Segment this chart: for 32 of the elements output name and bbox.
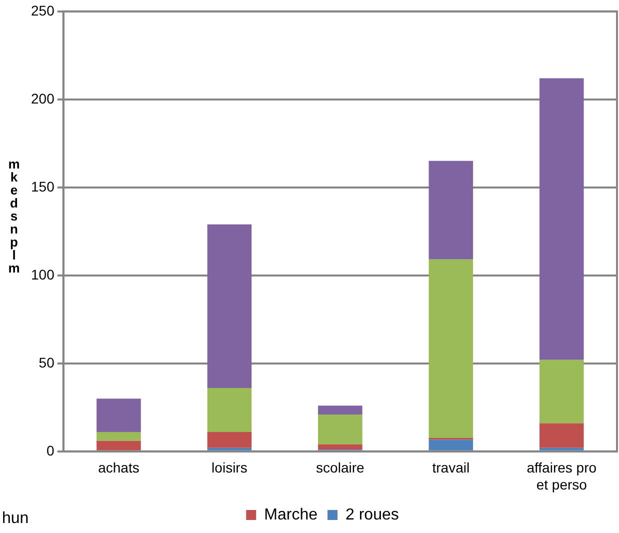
bar	[428, 160, 474, 260]
bar	[428, 440, 474, 450]
bar	[207, 224, 252, 388]
y-tick-label: 200	[31, 90, 55, 106]
bar	[96, 398, 141, 432]
bar	[318, 414, 362, 444]
x-tick-label: scolaire	[316, 460, 365, 476]
bar	[318, 406, 362, 414]
bar	[539, 360, 584, 424]
y-tick-label: 150	[31, 178, 55, 194]
y-tick-label: 250	[31, 2, 55, 18]
bar	[96, 440, 141, 450]
bar	[539, 423, 584, 448]
text: hun	[2, 510, 29, 528]
bar	[428, 259, 474, 438]
x-tick-label: affaires pro et perso	[526, 460, 597, 492]
x-tick-label: achats	[98, 460, 140, 476]
legend-label: 2 roues	[345, 506, 399, 524]
y-tick-label: 100	[31, 266, 55, 282]
bar	[96, 432, 141, 441]
y-tick-label: 50	[38, 354, 55, 370]
text: mkedsnplm	[8, 156, 20, 276]
x-tick-label: travail	[432, 460, 470, 476]
x-tick-label: loisirs	[212, 460, 248, 476]
bar	[318, 444, 362, 450]
y-tick-label: 0	[46, 442, 55, 458]
bar	[539, 448, 584, 450]
bar	[207, 388, 252, 432]
legend-label: Marche	[264, 506, 318, 524]
bar	[207, 448, 252, 450]
bar	[207, 432, 252, 448]
bar	[539, 78, 584, 360]
